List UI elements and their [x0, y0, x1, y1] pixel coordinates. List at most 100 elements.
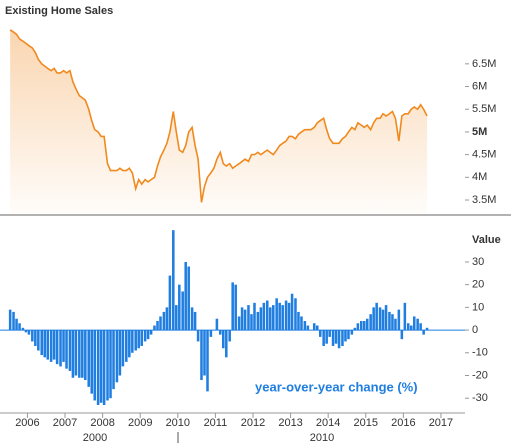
bar: [306, 325, 310, 331]
area-fill: [10, 29, 428, 215]
y-tick-label: 4.5M: [472, 149, 496, 161]
bar: [275, 298, 278, 331]
bar: [350, 330, 354, 335]
bar: [378, 307, 382, 331]
bar: [319, 330, 322, 337]
bar: [74, 330, 78, 376]
bar: [328, 330, 331, 337]
y-tick-label: 10: [472, 301, 484, 313]
bar: [165, 307, 169, 331]
bar: [225, 330, 228, 358]
bar: [253, 302, 256, 331]
bar: [24, 330, 28, 333]
bar: [178, 284, 181, 331]
bar: [344, 330, 347, 342]
y-tick-label: 3.5M: [472, 194, 496, 206]
bar: [315, 325, 319, 331]
bar: [93, 330, 96, 401]
bar: [243, 309, 247, 331]
bar: [168, 275, 172, 331]
y-axis-label: Value: [472, 234, 501, 246]
bar: [412, 316, 416, 331]
bar: [203, 330, 206, 376]
x-tick-label: 2012: [241, 417, 265, 429]
y-tick-label: -10: [472, 347, 488, 359]
bar: [419, 323, 422, 331]
y-tick-label: 5.5M: [472, 103, 496, 115]
bar: [290, 293, 294, 331]
bar: [87, 330, 90, 387]
bar: [78, 330, 81, 378]
x-tick-label: 2016: [391, 417, 415, 429]
bar: [362, 320, 366, 331]
bar: [406, 323, 410, 331]
bar: [356, 323, 360, 331]
bar: [325, 330, 328, 344]
bar: [143, 330, 147, 342]
bar: [12, 311, 15, 331]
x-tick-label: 2007: [53, 417, 77, 429]
bar: [278, 302, 281, 331]
bar: [146, 330, 150, 340]
bar: [297, 311, 300, 331]
bar: [109, 330, 112, 399]
bar: [59, 330, 62, 367]
y-tick-label: 30: [472, 256, 484, 268]
bar: [272, 305, 275, 331]
y-tick-label: 6.5M: [472, 58, 496, 70]
bar: [266, 300, 269, 331]
bar: [62, 330, 65, 362]
bar: [43, 330, 47, 358]
bar: [281, 305, 284, 331]
bar: [65, 330, 68, 369]
bar: [118, 330, 122, 376]
x-tick-label: 2008: [90, 417, 114, 429]
annotation: year-over-year change (%): [255, 379, 418, 394]
line: [9, 29, 428, 203]
bar: [219, 330, 222, 335]
bar: [384, 305, 388, 331]
bar: [416, 318, 419, 331]
bar: [256, 311, 260, 331]
bar: [134, 330, 137, 351]
bar: [190, 307, 194, 331]
bar: [237, 316, 241, 331]
bar: [228, 330, 231, 342]
bar: [303, 320, 307, 331]
bar: [156, 320, 159, 331]
bar: [196, 330, 200, 342]
bar: [300, 316, 303, 331]
bar: [68, 330, 72, 371]
bar: [215, 318, 219, 331]
bar: [388, 311, 391, 331]
bar: [269, 307, 272, 331]
bar: [231, 282, 234, 331]
bar: [46, 330, 50, 360]
bar: [394, 318, 397, 331]
bar: [347, 330, 350, 340]
bar: [172, 230, 175, 331]
bar: [294, 298, 297, 331]
y-tick-label: 5M: [472, 126, 487, 138]
navigator-label: 2000: [83, 432, 107, 444]
bar: [40, 330, 43, 356]
y-tick-label: 6M: [472, 80, 487, 92]
bar: [250, 314, 253, 331]
bar: [140, 330, 143, 346]
bar: [159, 316, 162, 331]
bar: [15, 318, 18, 331]
bar: [96, 330, 100, 406]
bar: [209, 330, 213, 337]
x-tick-label: 2011: [204, 417, 228, 429]
bar: [128, 330, 131, 358]
bar: [102, 330, 106, 406]
bar: [375, 302, 378, 331]
bar: [162, 311, 166, 331]
bar: [353, 327, 357, 331]
bar: [259, 307, 263, 331]
bar: [369, 314, 372, 331]
bar: [49, 330, 53, 362]
bar: [337, 330, 341, 349]
x-tick-label: 2014: [316, 417, 340, 429]
